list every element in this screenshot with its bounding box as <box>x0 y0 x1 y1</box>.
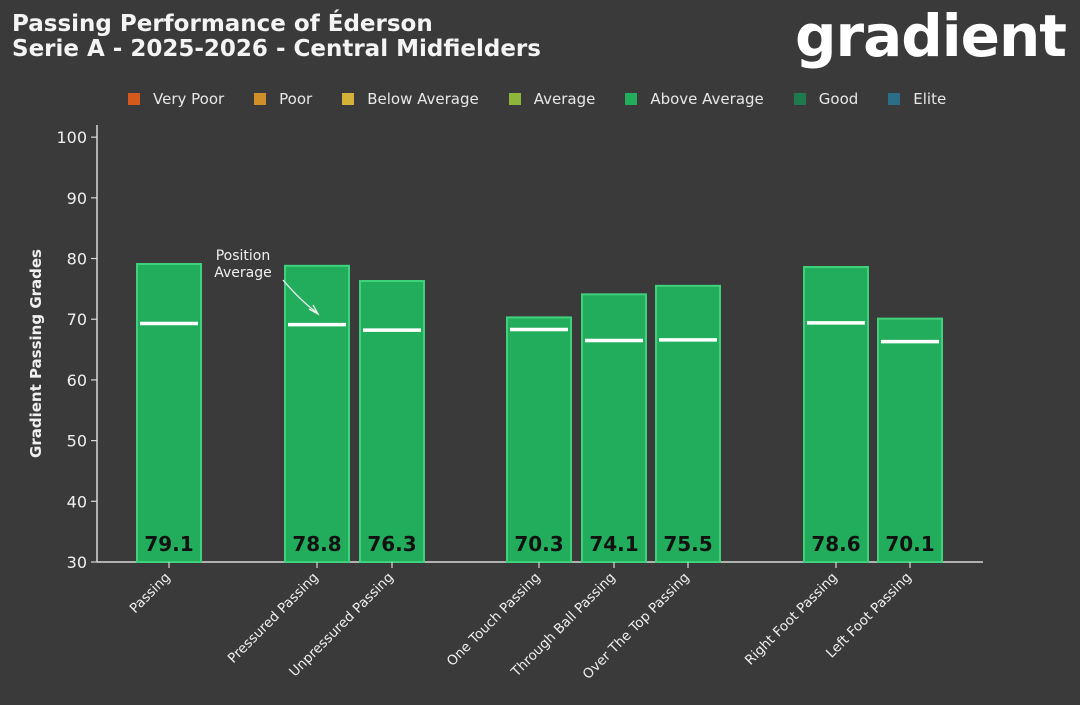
legend-swatch <box>342 93 355 105</box>
y-axis-label: Gradient Passing Grades <box>27 249 45 458</box>
bar-value-label: 70.3 <box>514 532 563 556</box>
legend-label: Above Average <box>650 90 764 108</box>
bar-value-label: 78.8 <box>292 532 341 556</box>
legend-item: Below Average <box>342 90 479 108</box>
legend-label: Below Average <box>367 90 479 108</box>
y-tick-label: 70 <box>67 310 87 329</box>
bar-value-label: 75.5 <box>663 532 712 556</box>
legend-item: Good <box>793 90 859 108</box>
legend-swatch <box>793 93 806 105</box>
y-tick-label: 60 <box>67 371 87 390</box>
legend-label: Good <box>818 90 859 108</box>
legend-swatch <box>128 93 140 105</box>
bar <box>655 284 721 563</box>
legend-swatch <box>625 93 638 105</box>
gradient-logo: gradient <box>794 2 1067 70</box>
y-tick-label: 30 <box>67 553 87 572</box>
bar <box>136 262 202 563</box>
y-tick-label: 50 <box>67 432 87 451</box>
annotation-text: Average <box>214 265 272 281</box>
legend-swatch <box>888 93 901 105</box>
annotation-text: Position <box>216 248 271 264</box>
bar-value-label: 74.1 <box>589 532 638 556</box>
bar <box>877 317 943 563</box>
legend-item: Very Poor <box>128 90 224 108</box>
y-tick-label: 100 <box>56 128 87 147</box>
legend-item: Above Average <box>625 90 764 108</box>
annotation-arrowhead <box>308 304 320 316</box>
legend-item: Average <box>508 90 596 108</box>
legend-swatch <box>254 93 267 105</box>
legend-item: Poor <box>254 90 312 108</box>
chart-subtitle: Serie A - 2025-2026 - Central Midfielder… <box>12 36 541 62</box>
annotation-arrow <box>282 279 317 313</box>
bar-value-label: 76.3 <box>367 532 416 556</box>
bar-value-label: 79.1 <box>144 532 193 556</box>
x-tick-label: Passing <box>127 570 174 617</box>
bar-value-label: 78.6 <box>811 532 860 556</box>
bar <box>803 266 869 563</box>
legend-item: Elite <box>888 90 946 108</box>
y-tick-label: 80 <box>67 250 87 269</box>
bar <box>581 293 647 563</box>
legend-label: Very Poor <box>153 90 225 108</box>
title-block: Passing Performance of Éderson Serie A -… <box>12 12 541 62</box>
legend-label: Average <box>533 90 596 108</box>
bar <box>284 264 350 563</box>
legend-swatch <box>508 93 521 105</box>
bar <box>506 316 572 564</box>
y-tick-label: 40 <box>67 492 87 511</box>
chart-title: Passing Performance of Éderson <box>12 11 433 37</box>
bar <box>359 279 425 563</box>
legend-label: Poor <box>279 90 313 108</box>
bar-value-label: 70.1 <box>885 532 934 556</box>
y-tick-label: 90 <box>67 189 87 208</box>
legend: Very Poor Poor Below Average Average Above A… <box>128 90 976 108</box>
legend-label: Elite <box>913 90 947 108</box>
